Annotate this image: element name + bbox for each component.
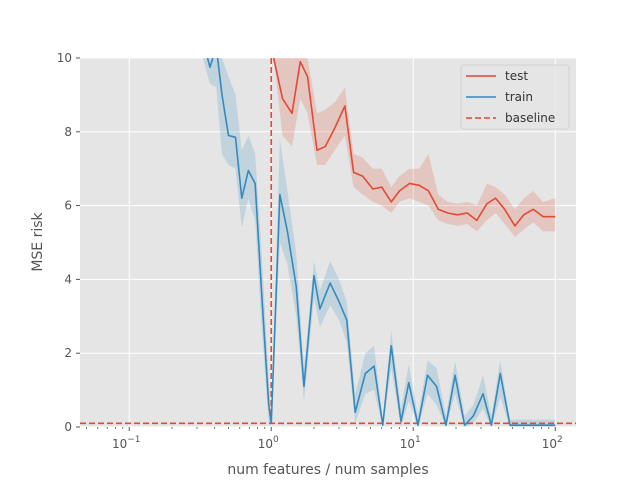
line-train (206, 58, 556, 426)
confidence-bands (194, 58, 556, 427)
y-tick-label: 2 (64, 346, 72, 360)
line-test (272, 58, 556, 227)
x-axis-ticks: 10−1 100 101 102 (86, 427, 563, 451)
band-train (194, 58, 556, 427)
x-tick-label: 10−1 (112, 435, 141, 451)
legend: test train baseline (460, 64, 570, 130)
grid (80, 57, 576, 428)
y-tick-label: 4 (64, 272, 72, 286)
x-tick-label: 102 (542, 435, 563, 451)
reference-lines (80, 58, 576, 427)
legend-label-train: train (505, 90, 533, 104)
x-tick-label: 101 (400, 435, 421, 451)
band-test (273, 58, 556, 237)
y-axis-ticks: 0 2 4 6 8 10 (57, 51, 80, 434)
series-lines (206, 58, 556, 426)
legend-box (460, 64, 570, 130)
y-tick-label: 8 (64, 125, 72, 139)
legend-label-baseline: baseline (505, 111, 555, 125)
y-axis-label: MSE risk (30, 211, 46, 271)
x-axis-label: num features / num samples (227, 462, 428, 478)
y-tick-label: 10 (57, 51, 72, 65)
y-tick-label: 6 (64, 199, 72, 213)
x-tick-label: 100 (258, 435, 279, 451)
legend-label-test: test (505, 69, 528, 83)
y-tick-label: 0 (64, 420, 72, 434)
